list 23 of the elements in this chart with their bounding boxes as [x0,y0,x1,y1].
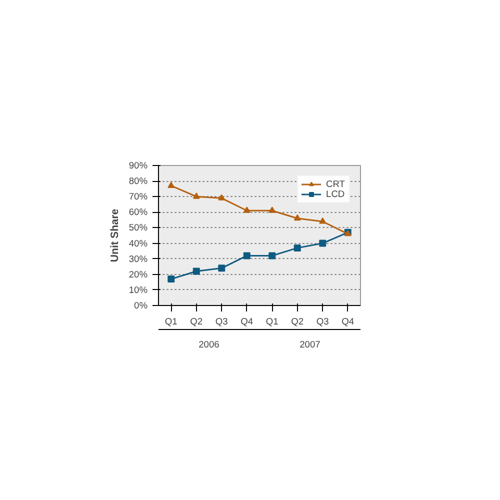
x-tick-label: Q2 [291,316,304,326]
y-tick-label: 0% [134,300,148,310]
x-tick-label: Q4 [342,316,354,326]
y-tick-label: 60% [128,207,148,218]
x-tick-label: Q3 [215,316,228,326]
y-tick-label: 40% [128,238,148,248]
y-tick-label: 30% [128,254,148,264]
legend-label: CRT [326,179,346,189]
x-tick-label: Q1 [266,316,278,326]
text: 2006 [198,340,220,350]
legend-label: LCD [326,189,346,199]
x-tick-label: Q1 [164,316,178,326]
x-tick-label: Q3 [316,316,329,326]
text: 2007 [300,340,320,350]
y-tick-label: 10% [128,284,148,295]
y-tick-label: 90% [128,160,148,170]
x-tick-label: Q4 [240,316,254,326]
y-tick-label: 70% [128,192,148,202]
x-tick-label: Q2 [190,316,203,326]
y-tick-label: 20% [128,269,148,280]
y-axis-title: Unit Share [108,208,121,262]
y-tick-label: 50% [128,222,148,233]
y-tick-label: 80% [128,176,148,186]
